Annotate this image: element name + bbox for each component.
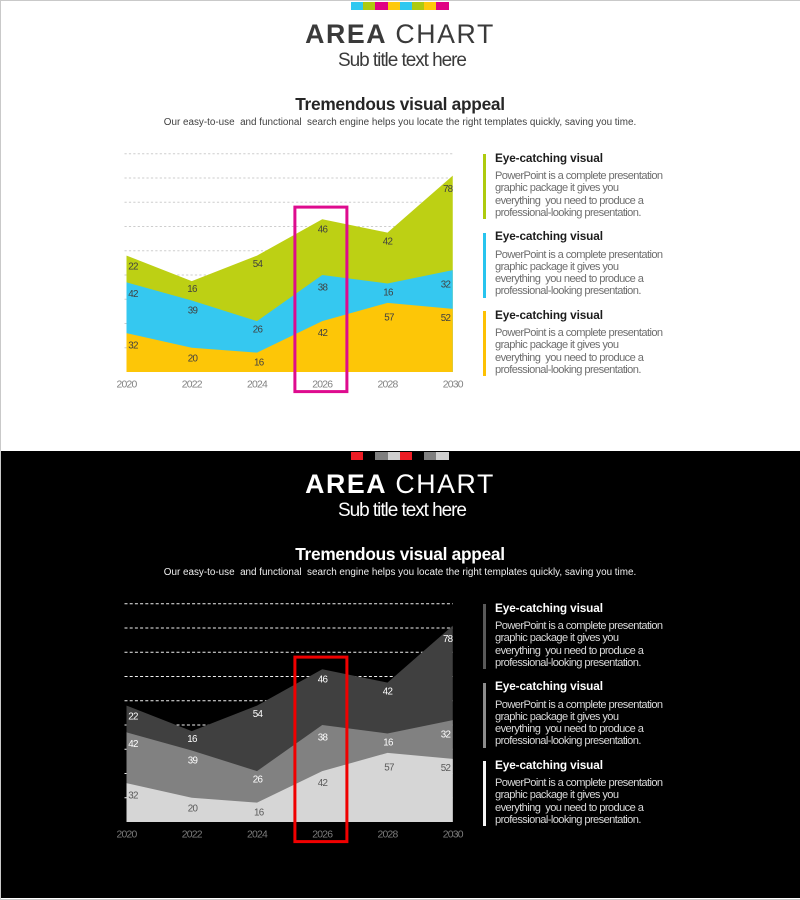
svg-text:57: 57 [384,762,394,773]
svg-text:54: 54 [253,259,264,270]
svg-text:26: 26 [253,775,264,786]
svg-text:38: 38 [318,733,329,744]
svg-text:2026: 2026 [312,380,333,391]
svg-text:16: 16 [187,284,198,295]
svg-text:16: 16 [187,734,198,745]
svg-text:42: 42 [128,739,138,750]
svg-text:26: 26 [253,325,264,336]
svg-text:54: 54 [253,709,264,720]
svg-text:32: 32 [128,340,138,351]
svg-text:20: 20 [188,353,199,364]
svg-text:16: 16 [383,288,394,299]
svg-text:42: 42 [318,328,328,339]
svg-text:46: 46 [318,674,329,685]
svg-text:2028: 2028 [377,380,398,391]
svg-text:2030: 2030 [443,830,464,841]
svg-text:2024: 2024 [247,380,268,391]
svg-text:52: 52 [441,313,451,324]
svg-text:22: 22 [128,712,138,723]
svg-text:2028: 2028 [377,830,398,841]
svg-text:42: 42 [128,289,138,300]
svg-text:42: 42 [318,778,328,789]
svg-text:20: 20 [188,803,199,814]
svg-text:2030: 2030 [443,380,464,391]
svg-text:52: 52 [441,763,451,774]
svg-text:42: 42 [383,236,393,247]
svg-text:2020: 2020 [116,830,137,841]
svg-text:57: 57 [384,312,394,323]
svg-text:2022: 2022 [182,830,203,841]
svg-text:32: 32 [128,790,138,801]
svg-text:2026: 2026 [312,830,333,841]
svg-text:2024: 2024 [247,830,268,841]
svg-text:32: 32 [441,279,451,290]
svg-text:39: 39 [188,305,198,316]
svg-text:39: 39 [188,755,198,766]
svg-text:42: 42 [383,686,393,697]
svg-text:16: 16 [254,357,265,368]
svg-text:16: 16 [383,738,394,749]
svg-text:2022: 2022 [182,380,203,391]
svg-text:78: 78 [443,184,454,195]
svg-text:16: 16 [254,807,265,818]
svg-text:78: 78 [443,634,454,645]
svg-text:22: 22 [128,262,138,273]
svg-text:32: 32 [441,729,451,740]
svg-text:38: 38 [318,283,329,294]
svg-text:2020: 2020 [116,380,137,391]
svg-text:46: 46 [318,224,329,235]
